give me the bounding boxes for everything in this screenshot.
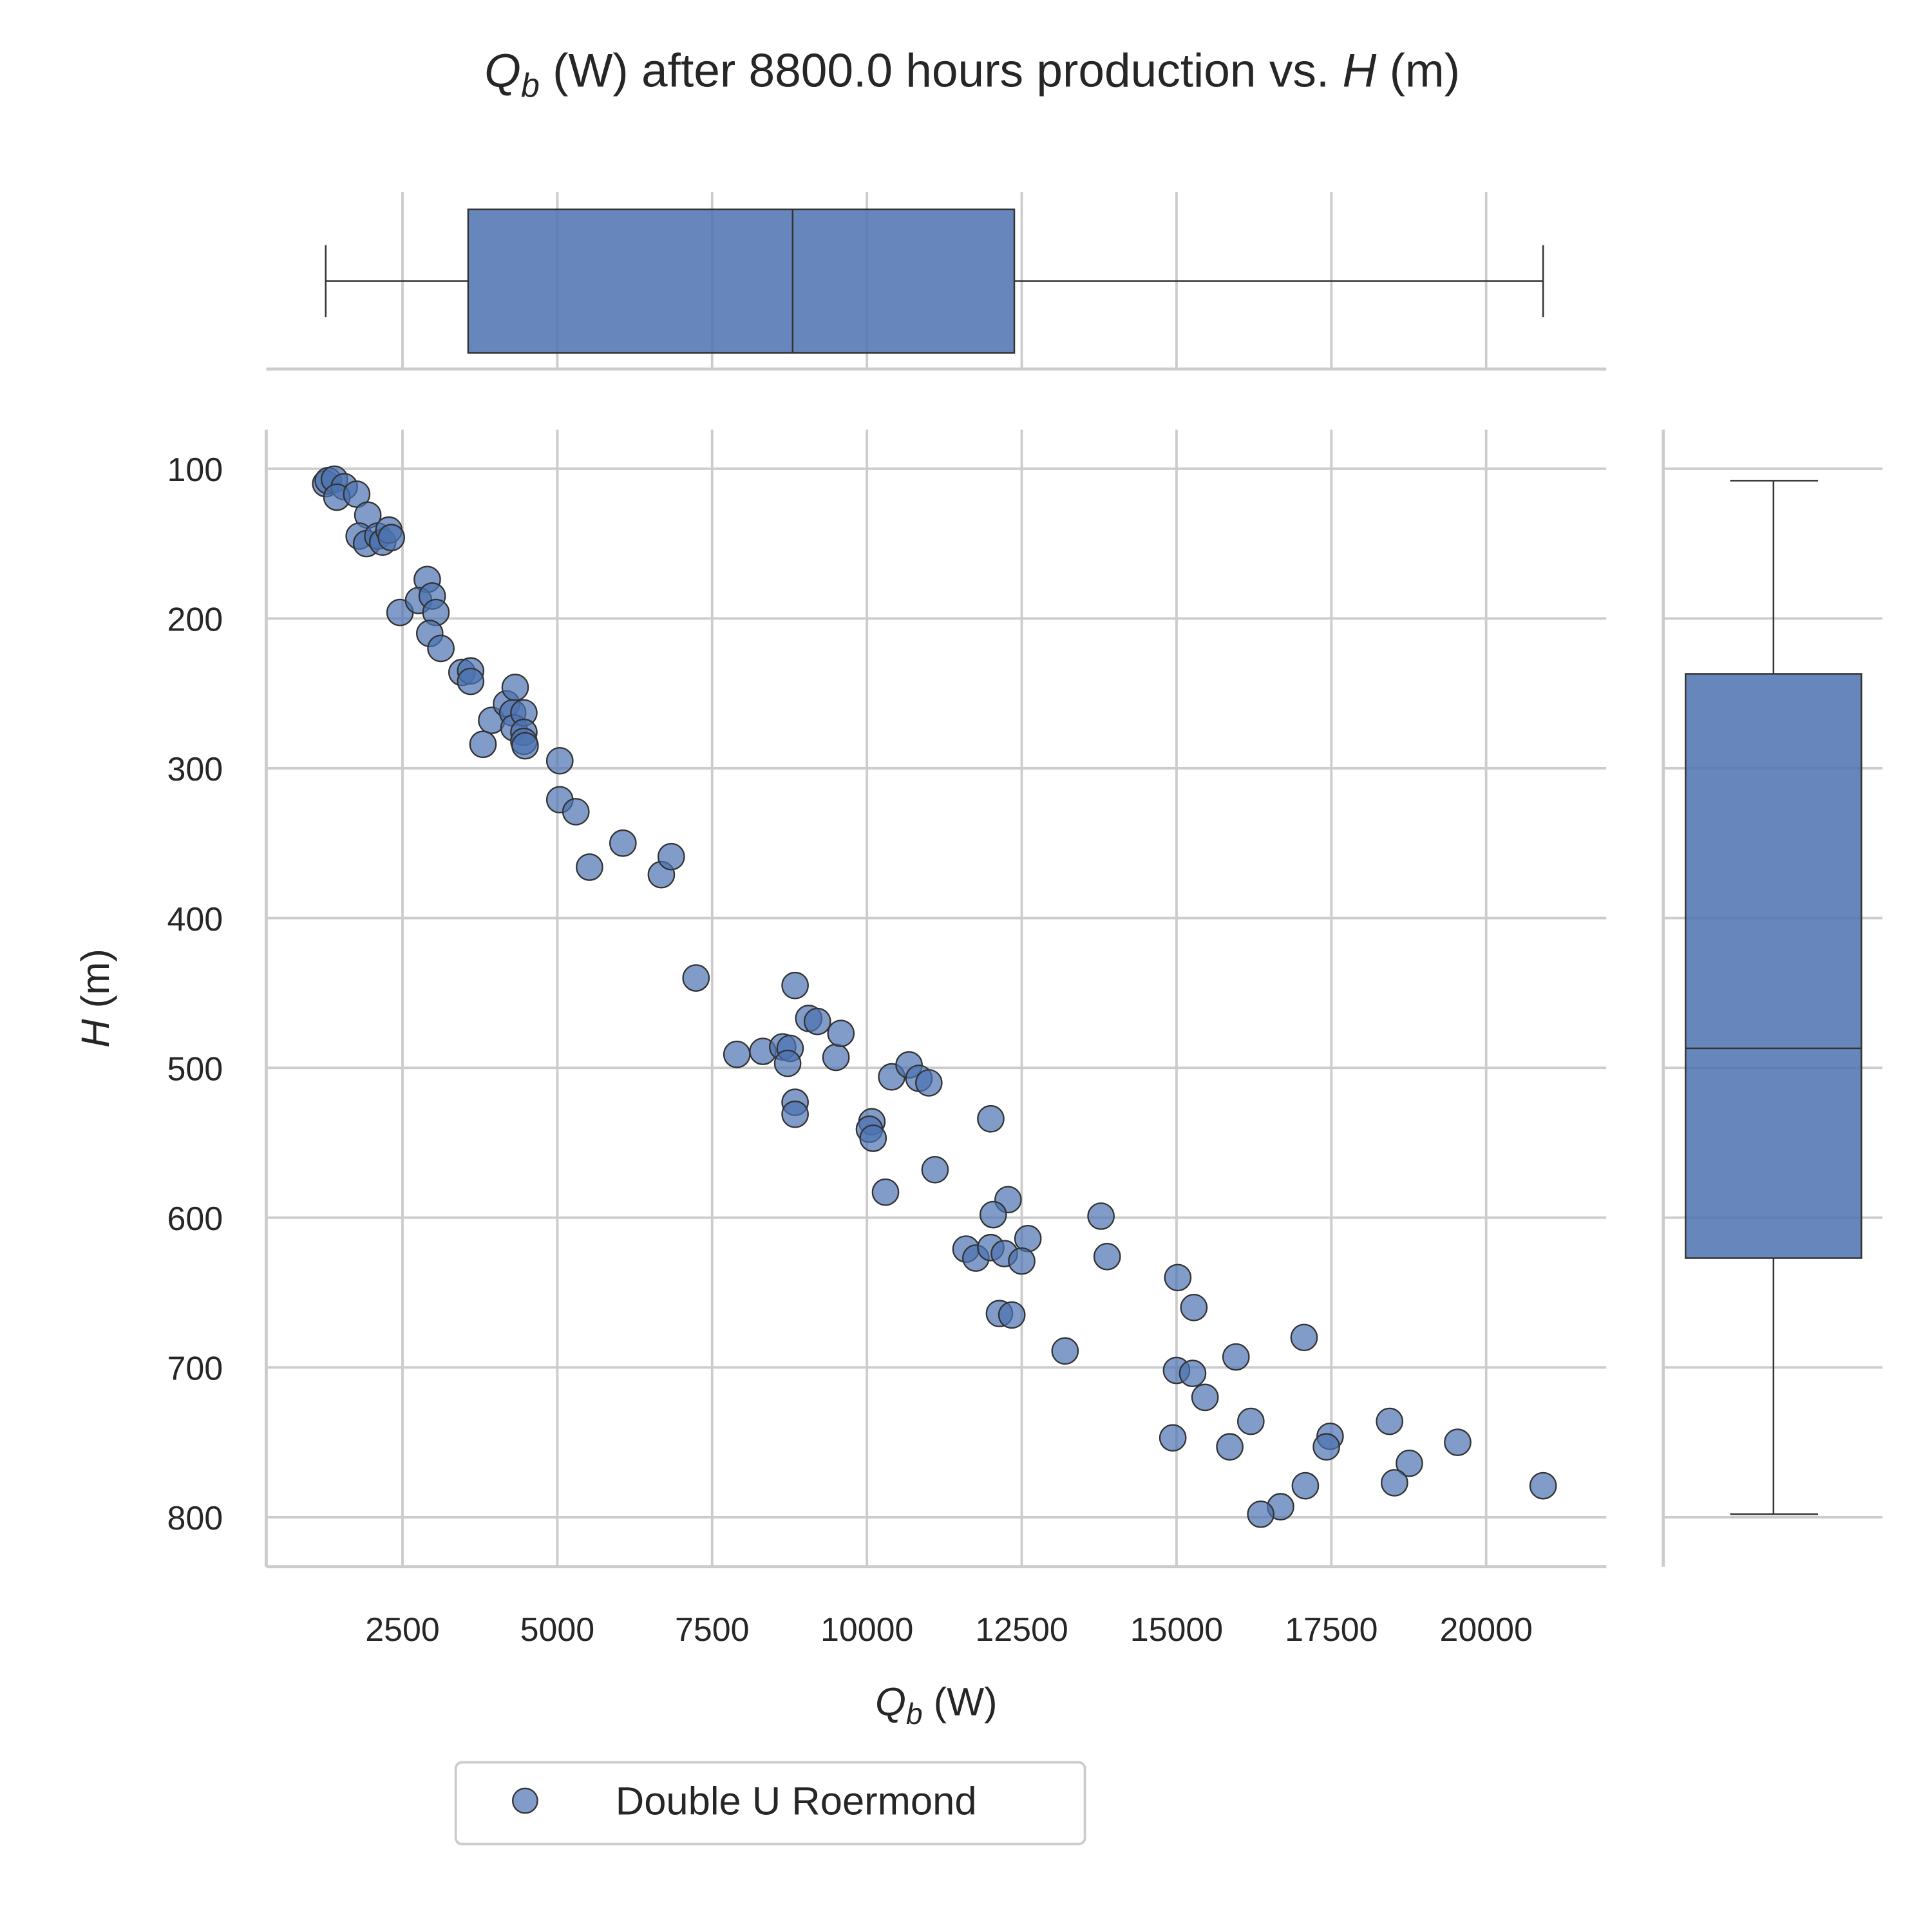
data-point [377, 524, 406, 552]
data-point [1191, 1383, 1219, 1412]
x-axis-label: Qb (W) [875, 1680, 998, 1730]
data-point [1376, 1407, 1404, 1435]
data-point [501, 674, 529, 701]
data-point [1381, 1469, 1408, 1497]
x-tick-label: 20000 [1440, 1611, 1533, 1649]
data-point [998, 1301, 1026, 1329]
x-tick-label: 2500 [365, 1611, 439, 1649]
y-marginal-boxplot [1685, 480, 1862, 1515]
x-marginal-boxplot [325, 208, 1544, 354]
data-point [1216, 1433, 1244, 1461]
data-point [1529, 1472, 1557, 1500]
y-tick-label: 300 [167, 751, 223, 788]
y-tick-label: 600 [167, 1200, 223, 1238]
data-point [781, 1100, 809, 1128]
data-point [1093, 1242, 1121, 1271]
data-point [921, 1155, 949, 1184]
data-point [1051, 1337, 1079, 1365]
data-point [1444, 1428, 1472, 1456]
data-point [657, 842, 685, 871]
data-point [1291, 1472, 1320, 1500]
data-point [977, 1104, 1005, 1133]
y-tick-label: 700 [167, 1350, 223, 1388]
data-point [1247, 1500, 1275, 1528]
data-point [1179, 1359, 1207, 1387]
x-tick-label: 12500 [975, 1611, 1068, 1649]
data-point [682, 964, 710, 992]
legend-marker [512, 1787, 538, 1814]
data-point [469, 730, 497, 759]
x-tick-label: 5000 [520, 1611, 594, 1649]
data-point [871, 1178, 900, 1206]
data-point [1312, 1433, 1340, 1461]
data-point [859, 1124, 887, 1152]
y-tick-label: 500 [167, 1050, 223, 1088]
data-point [1222, 1343, 1250, 1371]
legend: Double U Roermond [454, 1761, 1086, 1846]
data-point [781, 971, 809, 999]
y-tick-label: 100 [167, 451, 223, 489]
chart-title: Qb (W) after 8800.0 hours production vs.… [484, 45, 1460, 104]
data-point [822, 1043, 850, 1072]
data-point [1236, 1407, 1265, 1435]
y-tick-label: 200 [167, 601, 223, 639]
legend-label: Double U Roermond [616, 1779, 977, 1823]
data-point [457, 667, 485, 696]
data-point [545, 746, 574, 775]
y-tick-label: 400 [167, 901, 223, 938]
data-point [562, 798, 590, 826]
y-tick-label: 800 [167, 1500, 223, 1537]
data-point [576, 853, 603, 881]
data-point [914, 1069, 943, 1097]
scatter-points [312, 465, 1557, 1528]
y-axis-label: H (m) [73, 949, 118, 1048]
x-tick-label: 15000 [1130, 1611, 1223, 1649]
data-point [773, 1049, 802, 1077]
data-point [427, 634, 455, 663]
x-tick-label: 17500 [1285, 1611, 1378, 1649]
data-point [511, 732, 539, 760]
legend-frame [454, 1761, 1086, 1846]
data-point [979, 1200, 1007, 1229]
data-point [1008, 1247, 1036, 1275]
data-point [1180, 1293, 1208, 1321]
data-point [1087, 1202, 1115, 1230]
iqr-box [467, 208, 1016, 354]
data-point [1159, 1424, 1187, 1452]
x-tick-label: 7500 [675, 1611, 749, 1649]
data-point [1164, 1264, 1192, 1292]
data-point [827, 1019, 855, 1048]
x-tick-label: 10000 [820, 1611, 913, 1649]
data-point [609, 829, 637, 857]
data-point [1396, 1449, 1423, 1477]
data-point [803, 1007, 831, 1036]
iqr-box [1685, 673, 1862, 1259]
data-point [723, 1040, 751, 1068]
data-point [1290, 1323, 1318, 1352]
